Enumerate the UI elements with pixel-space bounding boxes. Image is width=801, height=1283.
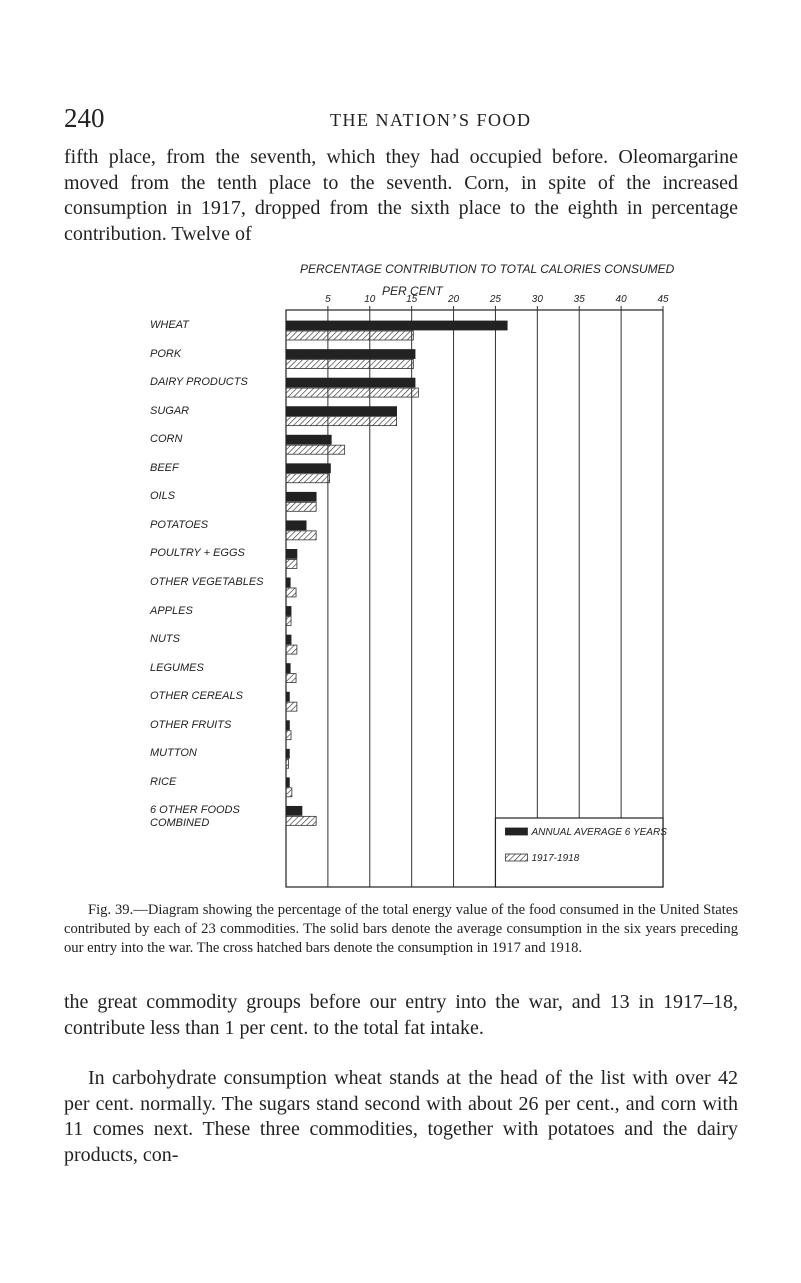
bar [285, 663, 291, 673]
bar [285, 520, 307, 531]
bar [285, 434, 332, 445]
x-tick-label: 30 [532, 294, 544, 305]
caption: Fig. 39.—Diagram showing the percentage … [64, 902, 738, 956]
x-tick-label: 15 [406, 294, 418, 305]
bar [285, 634, 292, 645]
category-label: MUTTON [150, 747, 197, 760]
bar [285, 491, 317, 502]
bar [285, 406, 397, 417]
category-label: OTHER CEREALS [150, 690, 243, 703]
bar [285, 777, 290, 788]
bar [285, 349, 416, 359]
bar [285, 787, 293, 798]
category-label: RICE [150, 775, 177, 788]
bar [285, 577, 291, 588]
category-label: OILS [150, 490, 176, 503]
legend-swatch [505, 827, 528, 836]
x-tick-label: 25 [489, 294, 502, 305]
bar [285, 805, 303, 816]
bar [285, 387, 419, 398]
bar [285, 673, 297, 683]
category-label: DAIRY PRODUCTS [150, 376, 248, 389]
bar [285, 330, 414, 341]
legend-label: ANNUAL AVERAGE 6 YEARS [530, 827, 667, 838]
bar [285, 559, 298, 569]
bar [285, 758, 289, 769]
legend-swatch [505, 853, 528, 862]
category-label: APPLES [150, 604, 193, 617]
legend-label: 1917-1918 [531, 853, 579, 864]
bar [285, 320, 508, 331]
x-tick-label: 10 [364, 294, 376, 305]
paragraph: the great commodity groups before our en… [64, 991, 738, 1039]
bar [285, 530, 317, 541]
bar [285, 730, 292, 741]
bar [285, 748, 290, 759]
running-title: THE NATION’S FOOD [330, 110, 532, 130]
x-tick-label: 20 [447, 294, 460, 305]
bar [285, 377, 416, 388]
bar [285, 501, 317, 512]
category-label: SUGAR [150, 404, 190, 417]
chart-title: PERCENTAGE CONTRIBUTION TO TOTAL CALORIE… [300, 262, 675, 276]
bar [285, 587, 297, 598]
category-label: BEEF [150, 461, 179, 474]
bar [285, 815, 317, 826]
category-label: PORK [150, 347, 182, 360]
category-label: POULTRY + EGGS [150, 547, 245, 560]
bar [285, 444, 346, 455]
bar [285, 463, 331, 474]
category-label: 6 OTHER FOODS COMBINED [150, 804, 240, 830]
x-tick-label: 35 [574, 294, 586, 305]
category-label: POTATOES [150, 518, 209, 531]
category-label: LEGUMES [150, 661, 204, 674]
bar [285, 701, 298, 712]
x-tick-label: 40 [616, 294, 628, 305]
category-label: OTHER VEGETABLES [150, 575, 264, 588]
bar [285, 720, 290, 731]
bar [285, 644, 298, 655]
bar [285, 691, 290, 702]
category-label: CORN [150, 433, 183, 446]
bar [285, 549, 298, 559]
paragraph: fifth place, from the seventh, which the… [64, 146, 738, 245]
category-label: NUTS [150, 633, 180, 646]
bar [285, 616, 292, 626]
bar [285, 416, 397, 427]
x-tick-label: 5 [325, 294, 331, 305]
category-label: WHEAT [150, 319, 189, 331]
page-number: 240 [64, 103, 105, 133]
bar [285, 359, 414, 369]
x-tick-label: 45 [657, 294, 669, 305]
category-label: OTHER FRUITS [150, 718, 232, 731]
bar [285, 473, 330, 484]
bar [285, 606, 292, 616]
chart-subtitle: PER CENT [382, 284, 443, 298]
paragraph: In carbohydrate consumption wheat stands… [64, 1067, 738, 1166]
